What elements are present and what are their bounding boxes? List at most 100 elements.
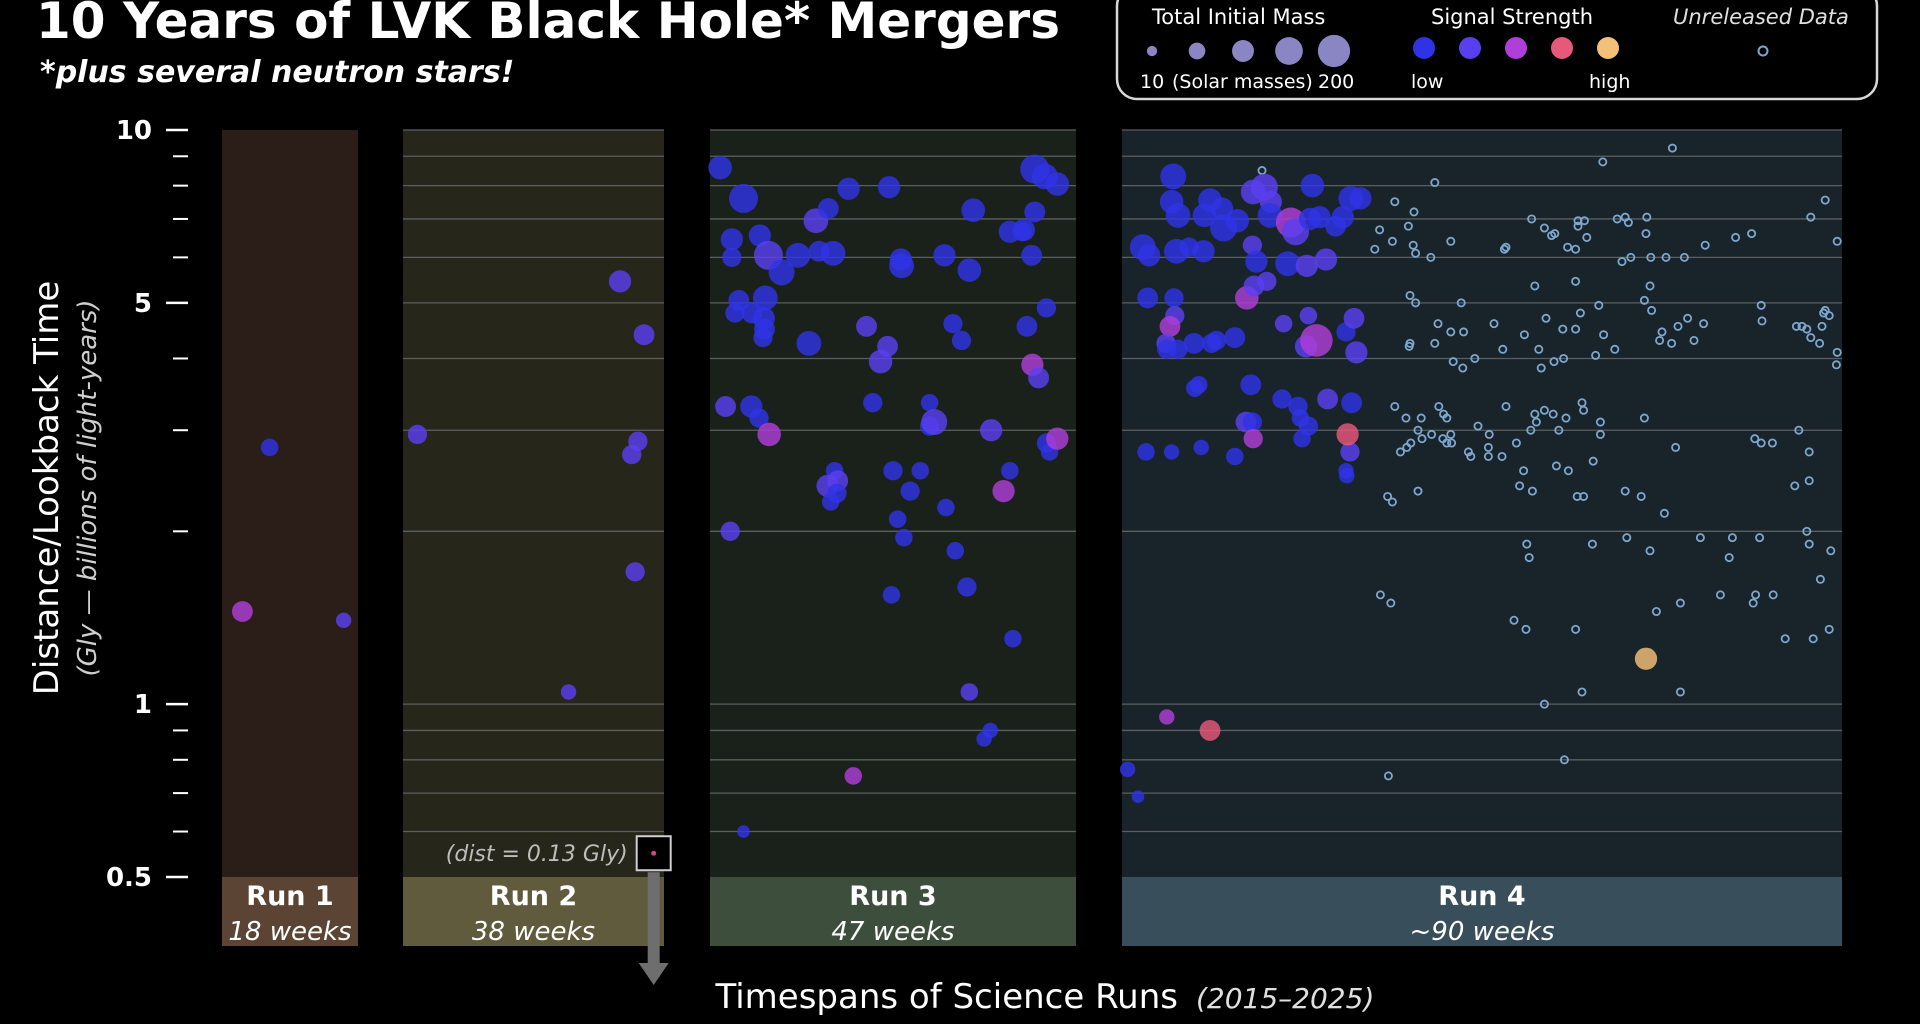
unreleased-event — [1483, 442, 1493, 452]
y-tick-label: 1 — [134, 690, 152, 720]
merger-event — [1138, 244, 1161, 267]
merger-event — [1240, 374, 1262, 396]
legend-signal-low: low — [1411, 71, 1443, 93]
unreleased-event — [1571, 624, 1581, 634]
unreleased-event — [1489, 319, 1499, 329]
unreleased-event — [1498, 344, 1508, 354]
run-duration: 47 weeks — [831, 917, 954, 947]
unreleased-event — [1558, 324, 1568, 334]
merger-event — [1045, 172, 1070, 196]
unreleased-event — [1679, 252, 1689, 262]
run-duration: 18 weeks — [228, 917, 351, 947]
unreleased-event — [1539, 699, 1549, 709]
merger-event — [1338, 463, 1354, 479]
unreleased-event — [1599, 330, 1609, 340]
merger-event — [1242, 412, 1263, 432]
unreleased-event — [1831, 360, 1841, 370]
y-tick-label: 5 — [134, 289, 152, 319]
y-axis-sublabel: (Gly — billions of light-years) — [73, 299, 103, 676]
unreleased-event — [1675, 598, 1685, 608]
unreleased-event — [1673, 321, 1683, 331]
unreleased-event — [1446, 429, 1456, 439]
annotation-label: (dist = 0.13 Gly) — [446, 842, 628, 867]
unreleased-event — [1815, 574, 1825, 584]
legend-mass-marker — [1232, 40, 1254, 62]
merger-event — [1001, 461, 1019, 480]
unreleased-event — [1473, 421, 1483, 431]
unreleased-event — [1383, 771, 1393, 781]
merger-event — [608, 270, 632, 293]
unreleased-event — [1575, 308, 1585, 318]
unreleased-event — [1699, 319, 1709, 329]
unreleased-event — [1588, 456, 1598, 466]
unreleased-event — [1416, 413, 1426, 423]
merger-event — [633, 324, 655, 346]
unreleased-event — [1797, 321, 1807, 331]
annotation: (dist = 0.13 Gly) — [446, 835, 672, 985]
unreleased-event — [1446, 236, 1456, 246]
unreleased-event — [1646, 252, 1656, 262]
unreleased-event — [1563, 466, 1573, 476]
merger-event — [1634, 647, 1658, 670]
merger-event — [856, 315, 877, 337]
unreleased-event — [1645, 281, 1655, 291]
unreleased-event — [1395, 447, 1405, 457]
legend-signal-marker — [1505, 37, 1527, 59]
unreleased-event — [1667, 143, 1677, 153]
merger-event — [863, 393, 883, 413]
merger-event — [720, 521, 740, 541]
unreleased-event — [1549, 357, 1559, 367]
unreleased-event — [1659, 508, 1669, 518]
merger-event — [877, 335, 898, 357]
merger-event — [753, 327, 773, 348]
run-label: Run 3 — [849, 881, 936, 912]
merger-event — [741, 302, 763, 324]
merger-event — [748, 224, 771, 247]
unreleased-event — [1387, 236, 1397, 246]
merger-event — [749, 408, 769, 428]
unreleased-event — [1661, 252, 1671, 262]
unreleased-event — [1501, 242, 1511, 252]
unreleased-event — [1483, 451, 1493, 461]
unreleased-event — [1458, 363, 1468, 373]
unreleased-event — [1768, 590, 1778, 600]
unreleased-event — [1511, 438, 1521, 448]
unreleased-event — [1620, 486, 1630, 496]
merger-event — [1206, 330, 1227, 351]
unreleased-event — [1620, 212, 1630, 222]
merger-event — [1274, 314, 1293, 333]
run-labels: Run 1 18 weeks Run 2 38 weeks Run 3 47 weeks R… — [228, 881, 1554, 947]
unreleased-event — [1595, 429, 1605, 439]
merger-event — [1024, 201, 1046, 223]
unreleased-event — [1527, 214, 1537, 224]
y-tick-label: 0.5 — [106, 863, 152, 893]
unreleased-event — [1551, 461, 1561, 471]
unreleased-event — [1747, 229, 1757, 239]
merger-event — [1160, 163, 1187, 190]
merger-event — [817, 198, 839, 219]
merger-event — [1340, 442, 1360, 462]
unreleased-event — [1433, 319, 1443, 329]
unreleased-event — [1756, 438, 1766, 448]
run-label: Run 2 — [490, 881, 577, 912]
merger-event — [960, 683, 979, 701]
unreleased-event — [1695, 533, 1705, 543]
unreleased-event — [1406, 438, 1416, 448]
merger-event — [407, 424, 428, 445]
y-axis: 10 5 1 0.5 — [106, 116, 188, 893]
unreleased-event — [1526, 425, 1536, 435]
unreleased-event — [1610, 344, 1620, 354]
unreleased-event — [1715, 590, 1725, 600]
merger-event — [895, 528, 913, 547]
unreleased-event — [1790, 481, 1800, 491]
run-label-band — [710, 877, 1076, 946]
unreleased-event — [1411, 248, 1421, 258]
legend-mass-marker — [1275, 37, 1303, 65]
legend-unreleased-heading: Unreleased Data — [1673, 5, 1849, 29]
merger-event — [979, 419, 1003, 442]
unreleased-event — [1563, 242, 1573, 252]
merger-event — [921, 409, 948, 436]
merger-event — [883, 461, 903, 481]
merger-event — [1314, 248, 1338, 271]
unreleased-event — [1459, 327, 1469, 337]
